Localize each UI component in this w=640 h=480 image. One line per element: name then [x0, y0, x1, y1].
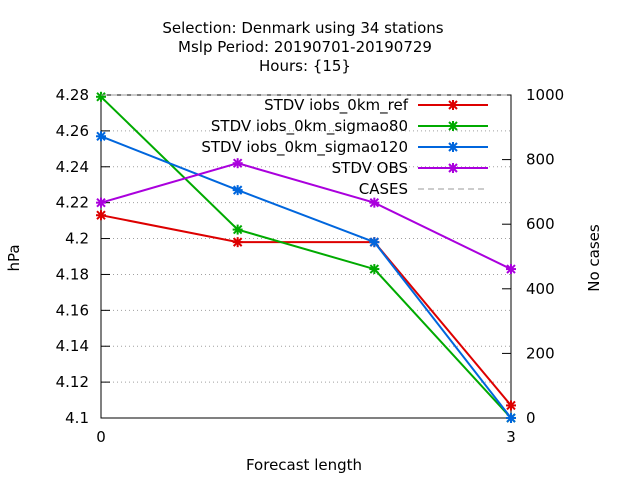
- y-tick-label: 4.1: [65, 409, 89, 427]
- y-tick-label: 4.2: [65, 230, 89, 248]
- legend-entry-stdv-iobs-0km-sigmao80: STDV iobs_0km_sigmao80: [211, 117, 488, 136]
- legend-label: STDV iobs_0km_sigmao120: [201, 138, 408, 157]
- series-line: [100, 214, 512, 407]
- legend-marker: [448, 100, 458, 110]
- y-axis-title: hPa: [5, 244, 23, 271]
- data-point: [232, 185, 243, 196]
- series-stdv-iobs-0km-sigmao120: [96, 131, 516, 423]
- data-point: [96, 197, 106, 208]
- data-point: [506, 264, 516, 275]
- data-point: [369, 197, 380, 208]
- legend-entry-stdv-obs: STDV OBS: [332, 159, 488, 177]
- legend-marker: [448, 142, 458, 152]
- y-tick-label: 4.24: [56, 158, 89, 176]
- data-point: [96, 210, 106, 221]
- chart-title-line-3: Hours: {15}: [259, 57, 351, 75]
- legend-label: STDV OBS: [332, 159, 408, 177]
- y-tick-label: 4.28: [56, 86, 89, 104]
- data-point: [506, 400, 516, 411]
- y-tick-label: 4.12: [56, 373, 89, 391]
- legend-entry-stdv-iobs-0km-ref: STDV iobs_0km_ref: [264, 96, 488, 115]
- y2-tick-label: 400: [526, 280, 555, 298]
- data-point: [232, 237, 243, 248]
- x-tick-label: 0: [96, 428, 106, 446]
- y-tick-label: 4.18: [56, 265, 89, 283]
- legend-entry-cases: CASES: [359, 180, 488, 198]
- y2-tick-label: 600: [526, 215, 555, 233]
- chart-title-line-1: Selection: Denmark using 34 stations: [162, 19, 443, 37]
- legend-label: STDV iobs_0km_sigmao80: [211, 117, 408, 136]
- data-point: [369, 264, 380, 275]
- legend-label: CASES: [359, 180, 408, 198]
- data-point: [232, 224, 243, 235]
- y2-tick-label: 200: [526, 344, 555, 362]
- y-axis-ticks: 4.1 4.12 4.14 4.16 4.18 4.2 4.22 4.24 4.26 4.28: [56, 86, 110, 427]
- y2-tick-label: 0: [526, 409, 536, 427]
- legend-label: STDV iobs_0km_ref: [264, 96, 409, 115]
- series-lines: [96, 91, 516, 423]
- legend-entry-stdv-iobs-0km-sigmao120: STDV iobs_0km_sigmao120: [201, 138, 488, 157]
- data-point: [96, 91, 106, 102]
- legend: STDV iobs_0km_ref STDV iobs_0km_sigmao80 S…: [201, 96, 488, 198]
- data-point: [96, 131, 106, 142]
- y2-tick-label: 1000: [526, 86, 564, 104]
- legend-marker: [448, 163, 458, 173]
- data-point: [506, 413, 516, 423]
- legend-marker: [448, 121, 458, 131]
- data-point: [369, 237, 380, 248]
- chart-title: Selection: Denmark using 34 stations Msl…: [162, 19, 443, 75]
- y-tick-label: 4.26: [56, 122, 89, 140]
- y-tick-label: 4.22: [56, 194, 89, 212]
- y2-tick-label: 800: [526, 151, 555, 169]
- y-tick-label: 4.16: [56, 301, 89, 319]
- y-tick-label: 4.14: [56, 337, 89, 355]
- y2-axis-ticks: 0 200 400 600 800 1000: [502, 86, 564, 427]
- x-tick-label: 3: [506, 428, 516, 446]
- x-axis-title: Forecast length: [246, 456, 362, 474]
- series-line: [100, 162, 512, 270]
- series-line: [100, 135, 512, 419]
- data-point: [232, 158, 243, 169]
- chart-title-line-2: Mslp Period: 20190701-20190729: [178, 38, 432, 56]
- series-stdv-obs: [96, 158, 516, 275]
- y2-axis-title: No cases: [585, 224, 603, 292]
